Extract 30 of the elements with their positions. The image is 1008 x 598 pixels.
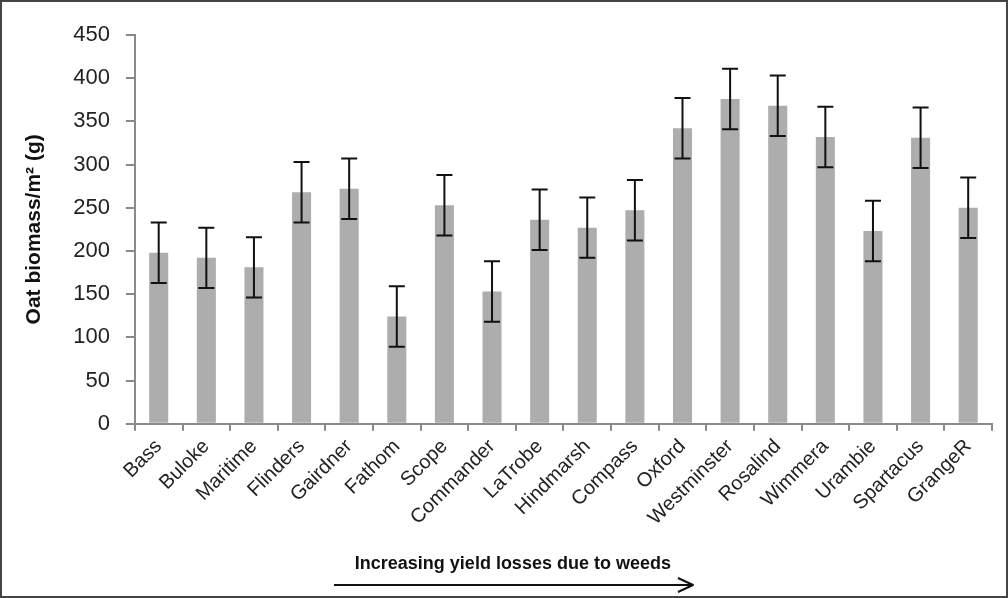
y-tick-label: 450 bbox=[73, 21, 110, 47]
bar bbox=[958, 207, 978, 423]
bar bbox=[672, 128, 693, 423]
y-axis-title: Oat biomass/m² (g) bbox=[21, 134, 45, 325]
bar bbox=[339, 188, 359, 423]
bar bbox=[720, 98, 740, 423]
bar bbox=[625, 210, 645, 423]
y-tick-label: 400 bbox=[73, 64, 110, 90]
bar bbox=[387, 316, 407, 423]
bar bbox=[815, 136, 835, 423]
y-tick-label: 200 bbox=[73, 237, 110, 263]
bar bbox=[911, 137, 931, 423]
bar bbox=[292, 192, 312, 423]
y-tick-label: 250 bbox=[73, 193, 110, 219]
y-tick-label: 350 bbox=[73, 107, 110, 133]
y-tick-label: 0 bbox=[97, 409, 110, 435]
y-tick-label: 300 bbox=[73, 150, 110, 176]
bar bbox=[482, 291, 502, 423]
bar bbox=[577, 227, 597, 423]
y-tick-label: 150 bbox=[73, 280, 110, 306]
bar bbox=[863, 231, 883, 423]
bar bbox=[434, 205, 454, 423]
y-tick-label: 50 bbox=[85, 366, 110, 392]
text: Increasing yield losses due to weeds bbox=[354, 552, 671, 573]
bar bbox=[196, 257, 216, 423]
bar bbox=[530, 219, 550, 423]
bar bbox=[768, 105, 788, 423]
bar bbox=[149, 252, 169, 423]
bar bbox=[244, 267, 264, 423]
y-tick-label: 100 bbox=[73, 323, 110, 349]
